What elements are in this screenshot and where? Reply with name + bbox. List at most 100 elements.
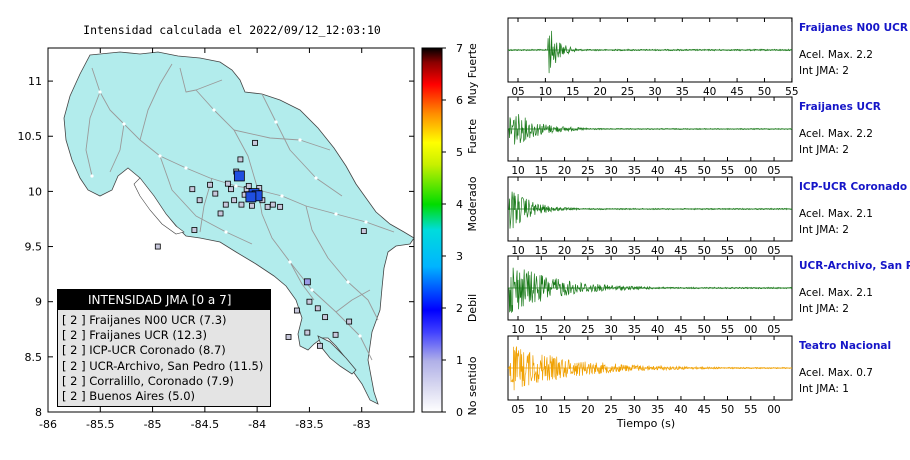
map-x-tick-label: -83 — [353, 418, 371, 431]
seismogram-tick-label: 15 — [566, 86, 579, 98]
seismogram-tick-label: 30 — [604, 165, 617, 177]
station-marker — [332, 331, 339, 338]
seismogram-tick-label: 45 — [674, 245, 687, 257]
nicoya-gulf — [133, 177, 185, 235]
station-name: Teatro Nacional — [799, 340, 891, 352]
seismogram-tick-label: 55 — [721, 245, 734, 257]
legend-item: [ 2 ] Fraijanes UCR (12.3) — [62, 328, 207, 343]
station-marker — [360, 228, 367, 235]
seismogram-tick-label: 10 — [511, 245, 524, 257]
seismogram-tick-label: 45 — [674, 165, 687, 177]
station-marker — [285, 334, 292, 340]
seismogram-tick-label: 55 — [721, 324, 734, 336]
seismogram-trace — [507, 191, 793, 229]
seismogram-panel: 10 15 20 25 30 35 40 45 50 55 00 05 UCR-Archivo, San… — [507, 255, 910, 336]
map-x-tick-label: -84 — [248, 418, 266, 431]
peak-acceleration-label: Acel. Max. 2.1 — [799, 208, 873, 220]
station-marker — [238, 201, 245, 208]
seismogram-tick-label: 05 — [511, 404, 524, 416]
colorbar-tick-label: 4 — [456, 198, 463, 211]
map-x-tick-label: -85.5 — [86, 418, 114, 431]
seismogram-tick-label: 25 — [581, 324, 594, 336]
map-title: Intensidad calculada el 2022/09/12_12:03… — [83, 23, 381, 37]
station-marker — [269, 201, 276, 208]
seismogram-trace — [507, 114, 793, 145]
map-roads — [85, 63, 395, 361]
seismogram-tick-label: 35 — [628, 324, 641, 336]
map-y-tick-label: 11 — [28, 75, 42, 88]
colorbar-category-label: Debil — [466, 294, 479, 322]
jma-intensity-label: Int JMA: 2 — [799, 144, 849, 156]
map-x-tick-label: -86 — [39, 418, 57, 431]
legend-item: [ 2 ] ICP-UCR Coronado (8.7) — [62, 343, 226, 358]
colorbar-gradient — [421, 47, 443, 413]
seismogram-tick-label: 10 — [539, 86, 552, 98]
seismogram-tick-label: 15 — [535, 165, 548, 177]
station-marker — [189, 186, 196, 193]
station-marker — [316, 342, 323, 349]
osa-peninsula — [317, 335, 357, 375]
station-marker — [306, 298, 313, 305]
seismogram-tick-label: 00 — [744, 324, 757, 336]
map-x-tick-label: -84.5 — [191, 418, 219, 431]
seismogram-tick-label: 35 — [628, 245, 641, 257]
colorbar-tick-label: 7 — [456, 42, 463, 55]
seismogram-tick-label: 15 — [535, 245, 548, 257]
map-y-tick-label: 9 — [35, 296, 42, 309]
seismogram-tick-label: 25 — [581, 245, 594, 257]
seismogram-tick-label: 05 — [767, 245, 780, 257]
seismogram-tick-label: 00 — [744, 245, 757, 257]
seismogram-tick-label: 05 — [767, 165, 780, 177]
station-marker — [346, 318, 353, 325]
colorbar-tick-label: 1 — [456, 354, 463, 367]
seismogram-trace — [507, 30, 793, 74]
legend-item: [ 2 ] Corralillo, Coronado (7.9) — [62, 373, 234, 388]
station-marker — [231, 197, 238, 204]
seismogram-tick-label: 15 — [535, 324, 548, 336]
station-name: Fraijanes N00 UCR — [799, 22, 908, 34]
colorbar-category-label: Moderado — [466, 176, 479, 231]
seismogram-tick-label: 35 — [651, 404, 664, 416]
seismogram-tick-label: 05 — [511, 86, 524, 98]
station-marker — [207, 181, 213, 188]
seismogram-tick-label: 40 — [674, 404, 687, 416]
map-x-tick-label: -83.5 — [295, 418, 323, 431]
map-y-tick-label: 10 — [28, 185, 42, 198]
seismogram-tick-label: 55 — [721, 165, 734, 177]
peak-acceleration-label: Acel. Max. 2.2 — [799, 128, 873, 140]
colorbar-tick-label: 3 — [456, 250, 463, 263]
station-markers — [154, 139, 367, 349]
map-y-tick-label: 9.5 — [25, 241, 43, 254]
seismogram-tick-label: 45 — [674, 324, 687, 336]
map-y-tick-label: 8.5 — [25, 351, 43, 364]
station-marker — [196, 197, 203, 204]
seismogram-tick-label: 30 — [648, 86, 661, 98]
jma-intensity-label: Int JMA: 1 — [799, 383, 849, 395]
seismogram-tick-label: 40 — [703, 86, 716, 98]
station-marker — [191, 227, 198, 233]
legend-items: [ 2 ] Fraijanes N00 UCR (7.3)[ 2 ] Fraij… — [58, 310, 270, 404]
map-y-tick-label: 10.5 — [18, 130, 43, 143]
seismogram-tick-label: 40 — [651, 165, 664, 177]
seismogram-panel: 10 15 20 25 30 35 40 45 50 55 00 05 ICP-UCR Coronado… — [507, 176, 907, 257]
seismogram-tick-label: 20 — [593, 86, 606, 98]
station-marker — [224, 180, 231, 187]
station-marker — [217, 210, 224, 217]
seismogram-tick-label: 55 — [744, 404, 757, 416]
jma-intensity-label: Int JMA: 2 — [799, 303, 849, 315]
map-y-axis: 8 8.5 9 9.5 10 10.5 11 — [18, 75, 414, 419]
colorbar-tick-label: 5 — [456, 146, 463, 159]
map-y-tick-label: 8 — [35, 406, 42, 419]
seismogram-trace — [507, 346, 793, 391]
seismogram-tick-label: 25 — [604, 404, 617, 416]
colorbar-categories: No sentido Debil Moderado Fuerte Muy Fuerte — [466, 43, 479, 416]
seismogram-tick-label: 35 — [628, 165, 641, 177]
seismogram-panel: 05 10 15 20 25 30 35 40 45 50 55 Fraijanes N00 UCR A… — [507, 17, 908, 98]
seismogram-tick-label: 10 — [511, 165, 524, 177]
seismogram-tick-label: 50 — [698, 165, 711, 177]
seismogram-tick-label: 05 — [767, 324, 780, 336]
colorbar-tick-label: 2 — [456, 302, 463, 315]
station-name: UCR-Archivo, San Pedro — [799, 260, 910, 272]
legend-item: [ 2 ] UCR-Archivo, San Pedro (11.5) — [62, 358, 264, 373]
